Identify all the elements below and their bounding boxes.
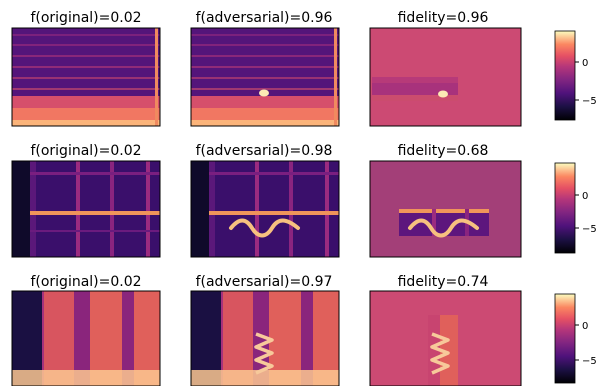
title-row1-adversarial: f(adversarial)=0.96 <box>196 10 333 26</box>
row3-adversarial-spectrogram <box>190 290 340 386</box>
title-row2-fidelity: fidelity=0.68 <box>398 143 489 159</box>
row1-colorbar: 0 −5 <box>554 30 597 121</box>
row3-colorbar-tick-neg5: −5 <box>582 356 597 367</box>
title-row1-fidelity: fidelity=0.96 <box>398 10 489 26</box>
row2-colorbar: 0 −5 <box>554 162 597 254</box>
row1-fidelity-blob <box>438 90 448 98</box>
row2-fidelity-wave <box>408 218 479 238</box>
row2-original-spectrogram <box>11 160 161 258</box>
row3-colorbar-tick-0: 0 <box>582 321 588 332</box>
row3-fidelity-zigzag <box>430 332 450 375</box>
row2-colorbar-tick-neg5: −5 <box>582 224 597 235</box>
row2-colorbar-tick-0: 0 <box>582 191 588 202</box>
row3-adversarial-zigzag <box>254 332 274 375</box>
row2-fidelity-map <box>369 160 522 258</box>
row3-original-spectrogram <box>11 290 161 386</box>
row2-adversarial-spectrogram <box>190 160 340 258</box>
title-row2-adversarial: f(adversarial)=0.98 <box>196 143 333 159</box>
row3-fidelity-map <box>369 290 522 386</box>
title-row2-original: f(original)=0.02 <box>30 143 141 159</box>
row1-original-spectrogram <box>11 27 161 127</box>
row1-adversarial-blob <box>259 89 269 97</box>
row1-colorbar-tick-neg5: −5 <box>582 96 597 107</box>
row1-fidelity-map <box>369 27 522 127</box>
row1-adversarial-spectrogram <box>190 27 340 127</box>
row3-colorbar: 0 −5 <box>554 293 597 384</box>
row1-colorbar-tick-0: 0 <box>582 58 588 69</box>
title-row3-fidelity: fidelity=0.74 <box>398 274 489 290</box>
row2-adversarial-wave <box>229 218 300 238</box>
title-row1-original: f(original)=0.02 <box>30 10 141 26</box>
title-row3-adversarial: f(adversarial)=0.97 <box>196 274 333 290</box>
title-row3-original: f(original)=0.02 <box>30 274 141 290</box>
